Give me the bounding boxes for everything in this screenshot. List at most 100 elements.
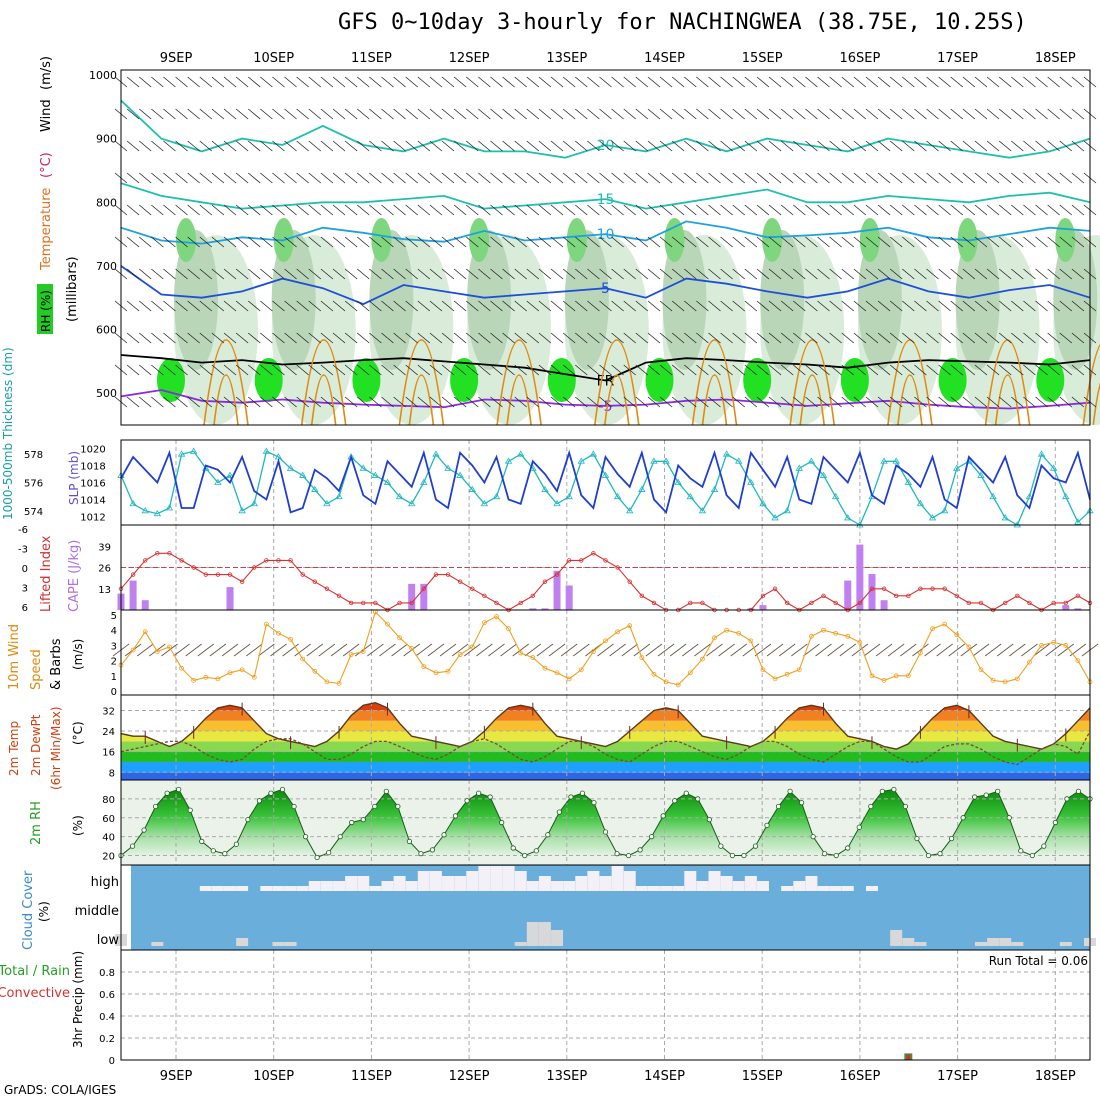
wind-barb (841, 364, 855, 376)
wind-barb (914, 396, 927, 408)
wind-barb (829, 140, 842, 152)
wind-barb (889, 364, 903, 376)
wind-speed-marker (990, 677, 996, 683)
rh-marker (799, 800, 805, 806)
wind-barb (199, 300, 213, 312)
wind-barb (671, 268, 685, 280)
surface-wind-barb (875, 643, 893, 657)
wind-barb (272, 396, 285, 408)
wind-barb (199, 204, 213, 216)
surface-wind-barb (209, 643, 227, 657)
thickness-marker (298, 471, 307, 478)
wind-barb (1059, 300, 1073, 312)
wind-barb (514, 236, 527, 248)
wind-barb (889, 108, 903, 120)
temp-tick-label: 16 (102, 748, 115, 759)
wind-barb (575, 300, 588, 312)
rh-tick-label: 60 (102, 814, 115, 825)
rh-marker (499, 819, 505, 826)
wind-barb (599, 172, 612, 184)
wind-barb (163, 364, 176, 376)
pressure-tick-label: 900 (96, 133, 117, 146)
wind-barb (466, 76, 479, 88)
lifted-index-marker (482, 593, 487, 599)
wind-barb (986, 364, 1000, 376)
wind-barb (1035, 396, 1048, 408)
wind-barb (768, 236, 782, 248)
wind-barb (550, 172, 564, 184)
wind-barb (926, 108, 939, 120)
wind-speed-marker (603, 638, 608, 644)
wind-barb (296, 172, 309, 184)
temp-color-band (121, 772, 1090, 780)
precip-tick-label: 0.8 (99, 968, 115, 979)
wind-barb (320, 396, 334, 408)
low-cloud-bar (151, 942, 164, 946)
wind-barb (429, 364, 443, 376)
wind-barb (1023, 236, 1036, 248)
wind-barb (538, 172, 552, 184)
wind10-label-1: 10m Wind (7, 624, 22, 690)
wind-barb (308, 300, 322, 312)
wind-barb (841, 108, 855, 120)
wind-barb (623, 396, 636, 408)
high-cloud-bar (708, 871, 721, 891)
wind-speed-marker (700, 656, 705, 662)
wind-barb (514, 172, 527, 184)
surface-wind-barb (185, 643, 202, 657)
wind-barb (344, 108, 358, 120)
wind-barb (441, 236, 455, 248)
wind-barb (320, 364, 334, 376)
wind-barb (780, 332, 794, 344)
wind-barb (417, 140, 431, 152)
wind-barb (575, 204, 588, 216)
wind-barb (356, 76, 370, 88)
wind-barb (1023, 76, 1036, 88)
lifted-index-marker (772, 586, 778, 591)
rh-marker (579, 790, 586, 796)
wind-barb (199, 172, 213, 184)
wind-barb (950, 236, 964, 248)
wind-barb (175, 236, 188, 248)
wind-barb (417, 108, 431, 120)
wind-speed-marker (336, 681, 342, 686)
wind-barb (320, 236, 334, 248)
wind-barb (526, 236, 540, 248)
precip-convective-label: Convective (0, 986, 70, 1001)
wind-barb (659, 76, 673, 88)
wind-barb (478, 268, 491, 280)
wind-barb (926, 332, 939, 344)
wind-barb (853, 300, 867, 312)
rh-marker (729, 852, 735, 859)
wind-barb (817, 140, 830, 152)
rh-marker (1018, 848, 1024, 854)
wind-speed-marker (469, 644, 475, 650)
lifted-index-marker (688, 600, 693, 606)
lifted-index-marker (457, 579, 463, 584)
wind-barb (356, 300, 370, 312)
precip-total-label: Total / Rain (0, 964, 70, 979)
wind-speed-marker (966, 644, 972, 650)
thickness-marker (735, 457, 743, 464)
wind-barb (962, 204, 976, 216)
wind-barb (817, 172, 830, 184)
surface-wind-barb (778, 643, 796, 657)
low-cloud-bar (914, 942, 927, 946)
date-label-bottom: 16SEP (839, 1069, 880, 1084)
wind-barb (260, 300, 273, 312)
wind-barb (308, 268, 322, 280)
pressure-tick-label: 700 (96, 260, 117, 273)
rh-shade-medium (955, 230, 1000, 370)
lifted-index-marker (918, 586, 923, 591)
wind-panel (120, 609, 1091, 696)
temp-color-band (121, 710, 1090, 721)
wind-barb (308, 108, 322, 120)
lifted-index-marker (1003, 600, 1008, 606)
wind-barb (635, 108, 649, 120)
low-cloud-bar (514, 942, 527, 946)
wind-barb (768, 396, 782, 408)
wind-barb (429, 172, 443, 184)
wind-barb (151, 236, 164, 248)
surface-wind-barb (996, 643, 1014, 657)
isotherm-10 (120, 220, 1091, 245)
